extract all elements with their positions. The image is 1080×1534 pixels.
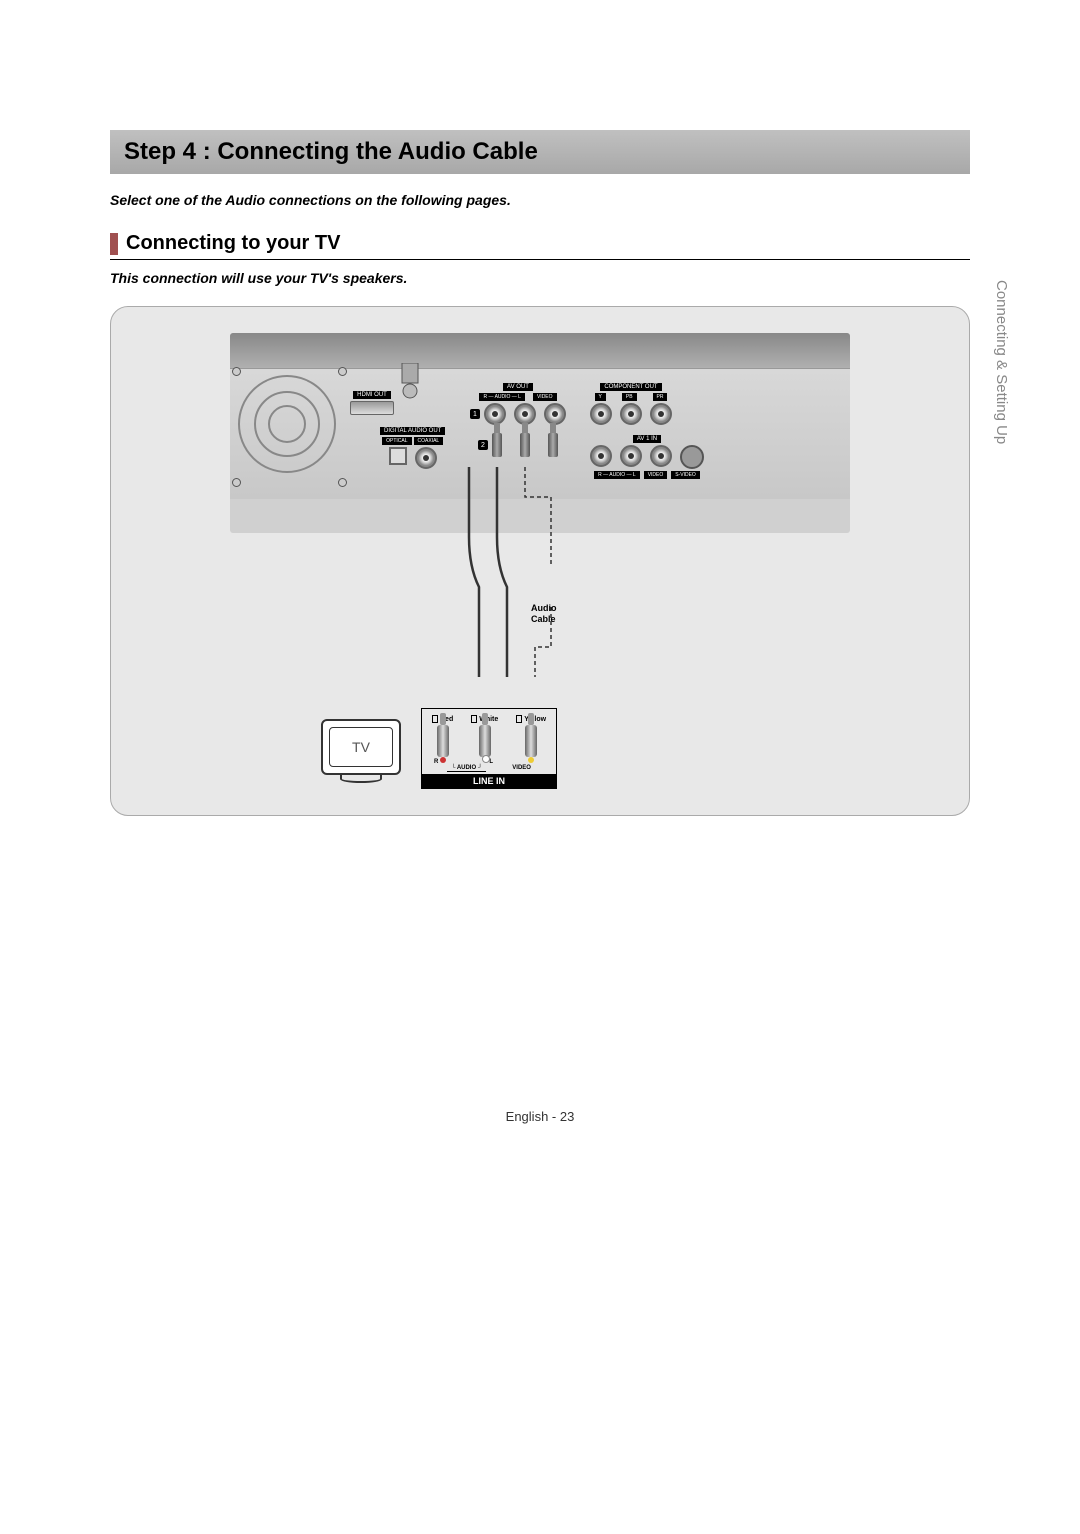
comp-y: Y	[595, 393, 606, 401]
component-group: COMPONENT OUT Y PB PR	[590, 383, 672, 425]
section-subtext: This connection will use your TV's speak…	[110, 270, 970, 286]
screw-icon	[338, 478, 347, 487]
fan-icon	[238, 375, 336, 473]
intro-text: Select one of the Audio connections on t…	[110, 192, 970, 208]
video-footer-label: VIDEO	[512, 765, 531, 772]
av1-v-port-icon	[650, 445, 672, 467]
hdmi-label: HDMI OUT	[353, 391, 391, 399]
audio-lr-label: R — AUDIO — L	[479, 393, 525, 401]
comp-pr-port-icon	[650, 403, 672, 425]
footer-page: 23	[560, 1109, 574, 1124]
cable-plug-l-icon	[520, 433, 530, 457]
optical-label: OPTICAL	[382, 437, 411, 445]
line-in-footer: LINE IN	[422, 774, 556, 788]
av1-in-group: AV 1 IN R — AUDIO — L VIDEO S-VIDEO	[590, 435, 704, 479]
svideo-port-icon	[680, 445, 704, 469]
bracket-icon	[390, 363, 430, 399]
video-port-icon	[544, 403, 566, 425]
footer-lang: English	[506, 1109, 549, 1124]
plug-white-icon	[479, 725, 491, 757]
audio-lr2-label: R — AUDIO — L	[594, 471, 640, 479]
plug-yellow-icon	[525, 725, 537, 757]
num-1-icon: 1	[470, 409, 480, 419]
optical-port-icon	[389, 447, 407, 465]
screw-icon	[232, 367, 241, 376]
comp-pb-port-icon	[620, 403, 642, 425]
step-header: Step 4 : Connecting the Audio Cable	[110, 130, 970, 174]
tv-label: TV	[321, 739, 401, 755]
section-heading: Connecting to your TV	[110, 232, 970, 260]
av-out-group: AV OUT R — AUDIO — L VIDEO 1	[470, 383, 566, 457]
cable-plug-r-icon	[492, 433, 502, 457]
page-footer: English - 23	[0, 1109, 1080, 1124]
device-rear-panel: HDMI OUT DIGITAL AUDIO OUT OPTICAL COAXI…	[230, 333, 850, 533]
connection-diagram: HDMI OUT DIGITAL AUDIO OUT OPTICAL COAXI…	[110, 306, 970, 816]
comp-pr: PR	[653, 393, 668, 401]
tv-icon: TV	[321, 719, 401, 789]
side-tab-label: Connecting & Setting Up	[993, 280, 1010, 444]
av-out-label: AV OUT	[503, 383, 533, 391]
comp-pb: PB	[622, 393, 637, 401]
l-label: L	[489, 759, 493, 765]
num-2-icon: 2	[478, 440, 488, 450]
component-label: COMPONENT OUT	[600, 383, 661, 391]
comp-y-port-icon	[590, 403, 612, 425]
step-title: Step 4 : Connecting the Audio Cable	[124, 138, 956, 166]
coaxial-port-icon	[415, 447, 437, 469]
section-title: Connecting to your TV	[126, 232, 340, 255]
av1-r-port-icon	[590, 445, 612, 467]
line-in-panel: Red White Yellow R L	[421, 708, 557, 789]
device-back-panel: HDMI OUT DIGITAL AUDIO OUT OPTICAL COAXI…	[230, 369, 850, 499]
coaxial-label: COAXIAL	[414, 437, 444, 445]
cable-plug-v-icon	[548, 433, 558, 457]
video-label: VIDEO	[533, 393, 557, 401]
screw-icon	[338, 367, 347, 376]
av1-l-port-icon	[620, 445, 642, 467]
r-label: R	[434, 759, 438, 765]
accent-bar-icon	[110, 233, 118, 255]
digital-audio-label: DIGITAL AUDIO OUT	[380, 427, 445, 435]
audio-cable-label: Audio Cable	[531, 603, 557, 625]
digital-audio-group: DIGITAL AUDIO OUT OPTICAL COAXIAL	[380, 427, 445, 469]
device-top-bezel	[230, 333, 850, 369]
hdmi-group: HDMI OUT	[350, 391, 394, 415]
screw-icon	[232, 478, 241, 487]
svideo-label: S-VIDEO	[671, 471, 700, 479]
hdmi-port-icon	[350, 401, 394, 415]
audio-l-port-icon	[514, 403, 536, 425]
plug-red-icon	[437, 725, 449, 757]
video2-label: VIDEO	[644, 471, 668, 479]
audio-r-port-icon	[484, 403, 506, 425]
audio-footer-label: AUDIO	[457, 765, 476, 771]
av1-in-label: AV 1 IN	[633, 435, 661, 443]
tv-block: TV Red White Yellow	[321, 708, 557, 789]
